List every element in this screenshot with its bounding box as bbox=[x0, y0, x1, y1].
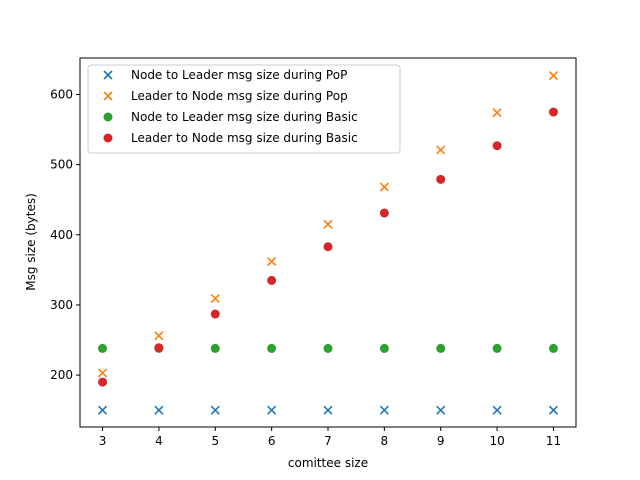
x-tick-label: 7 bbox=[324, 434, 332, 448]
data-point bbox=[379, 208, 389, 218]
x-tick-label: 11 bbox=[546, 434, 561, 448]
data-point bbox=[379, 182, 389, 192]
data-point bbox=[492, 405, 502, 415]
data-point bbox=[154, 405, 164, 415]
data-point bbox=[97, 368, 108, 378]
legend-box bbox=[87, 64, 401, 154]
y-tick-label: 500 bbox=[50, 158, 73, 172]
y-tick-label: 200 bbox=[50, 368, 73, 382]
data-point bbox=[323, 343, 333, 353]
data-point bbox=[98, 377, 108, 387]
data-point bbox=[267, 256, 277, 267]
x-axis-label: comittee size bbox=[288, 456, 368, 470]
data-point bbox=[436, 343, 446, 353]
x-tick-label: 3 bbox=[99, 434, 107, 448]
x-tick-label: 10 bbox=[489, 434, 504, 448]
data-point bbox=[436, 145, 446, 155]
legend-marker bbox=[103, 133, 113, 143]
legend-label: Node to Leader msg size during Basic bbox=[131, 110, 358, 124]
x-tick-label: 6 bbox=[268, 434, 276, 448]
legend-marker bbox=[103, 91, 113, 101]
x-tick-label: 8 bbox=[381, 434, 389, 448]
data-point bbox=[492, 343, 502, 353]
legend: Node to Leader msg size during PoP Leader… bbox=[87, 64, 401, 154]
y-axis-label: Msg size (bytes) bbox=[24, 193, 38, 291]
data-point bbox=[210, 294, 220, 304]
data-point bbox=[548, 405, 559, 415]
data-point bbox=[210, 309, 220, 319]
y-tick-label: 300 bbox=[50, 298, 73, 312]
data-point bbox=[548, 343, 558, 353]
data-marks bbox=[97, 70, 559, 415]
data-point bbox=[379, 343, 389, 353]
data-point bbox=[492, 108, 502, 118]
x-tick-label: 5 bbox=[211, 434, 219, 448]
data-point bbox=[323, 405, 333, 415]
data-point bbox=[436, 405, 446, 415]
data-point bbox=[267, 405, 277, 415]
x-tick-label: 9 bbox=[437, 434, 445, 448]
data-point bbox=[436, 174, 446, 184]
y-tick-label: 600 bbox=[50, 87, 73, 101]
data-point bbox=[210, 405, 220, 415]
data-point bbox=[548, 107, 558, 117]
data-point bbox=[98, 343, 108, 353]
data-point bbox=[379, 405, 389, 415]
legend-marker bbox=[103, 70, 113, 80]
data-point bbox=[267, 275, 277, 285]
x-tick-label: 4 bbox=[155, 434, 163, 448]
data-point bbox=[548, 70, 559, 81]
data-point bbox=[492, 141, 502, 151]
data-point bbox=[323, 219, 333, 229]
data-point bbox=[323, 242, 333, 252]
legend-label: Leader to Node msg size during Pop bbox=[131, 89, 348, 103]
legend-label: Leader to Node msg size during Basic bbox=[131, 131, 358, 145]
y-axis-ticks: 200 300 400 500 600 bbox=[50, 87, 80, 382]
data-point bbox=[97, 405, 108, 415]
data-point bbox=[267, 343, 277, 353]
data-point bbox=[154, 331, 164, 341]
data-point bbox=[154, 343, 164, 353]
y-tick-label: 400 bbox=[50, 228, 73, 242]
data-point bbox=[210, 343, 220, 353]
x-axis-ticks: 3 4 5 6 7 8 9 10 11 bbox=[99, 427, 561, 448]
legend-label: Node to Leader msg size during PoP bbox=[131, 68, 347, 82]
legend-marker bbox=[103, 112, 113, 122]
